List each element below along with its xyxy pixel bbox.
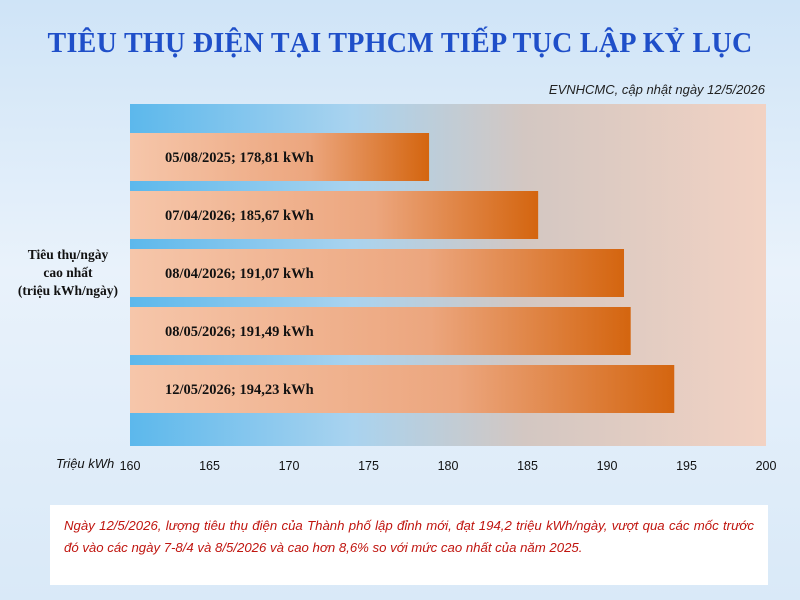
x-tick-label: 175 bbox=[358, 459, 379, 473]
bar-data-label: 05/08/2025; 178,81 kWh bbox=[165, 150, 314, 166]
summary-note: Ngày 12/5/2026, lượng tiêu thụ điện của … bbox=[50, 505, 768, 585]
x-axis-label: Triệu kWh bbox=[56, 456, 115, 471]
x-tick-label: 195 bbox=[676, 459, 697, 473]
y-axis-label-line: Tiêu thụ/ngày bbox=[27, 247, 109, 262]
bar-data-label: 12/05/2026; 194,23 kWh bbox=[165, 382, 314, 398]
y-axis-label-line: cao nhất bbox=[43, 265, 93, 280]
bar-data-label: 07/04/2026; 185,67 kWh bbox=[165, 208, 314, 224]
x-tick-label: 190 bbox=[597, 459, 618, 473]
x-tick-label: 200 bbox=[756, 459, 777, 473]
x-tick-label: 185 bbox=[517, 459, 538, 473]
bar-07-04-2026 bbox=[130, 191, 539, 239]
x-tick-label: 165 bbox=[199, 459, 220, 473]
bar-data-label: 08/05/2026; 191,49 kWh bbox=[165, 324, 314, 340]
x-tick-label: 180 bbox=[438, 459, 459, 473]
bar-08-04-2026 bbox=[130, 249, 625, 297]
y-axis-label-line: (triệu kWh/ngày) bbox=[17, 283, 119, 298]
x-tick-label: 170 bbox=[279, 459, 300, 473]
source-note: EVNHCMC, cập nhật ngày 12/5/2026 bbox=[548, 82, 765, 97]
bar-chart: 05/08/2025; 178,81 kWh 07/04/2026; 185,67… bbox=[120, 104, 777, 473]
chart-title: TIÊU THỤ ĐIỆN TẠI TPHCM TIẾP TỤC LẬP KỶ … bbox=[47, 28, 753, 59]
bar-08-05-2026 bbox=[130, 307, 631, 355]
bar-data-label: 08/04/2026; 191,07 kWh bbox=[165, 266, 314, 282]
bar-05-08-2025 bbox=[130, 133, 430, 181]
y-axis-label: Tiêu thụ/ngày cao nhất (triệu kWh/ngày) bbox=[12, 246, 124, 300]
x-tick-label: 160 bbox=[120, 459, 141, 473]
bar-12-05-2026 bbox=[130, 365, 675, 413]
